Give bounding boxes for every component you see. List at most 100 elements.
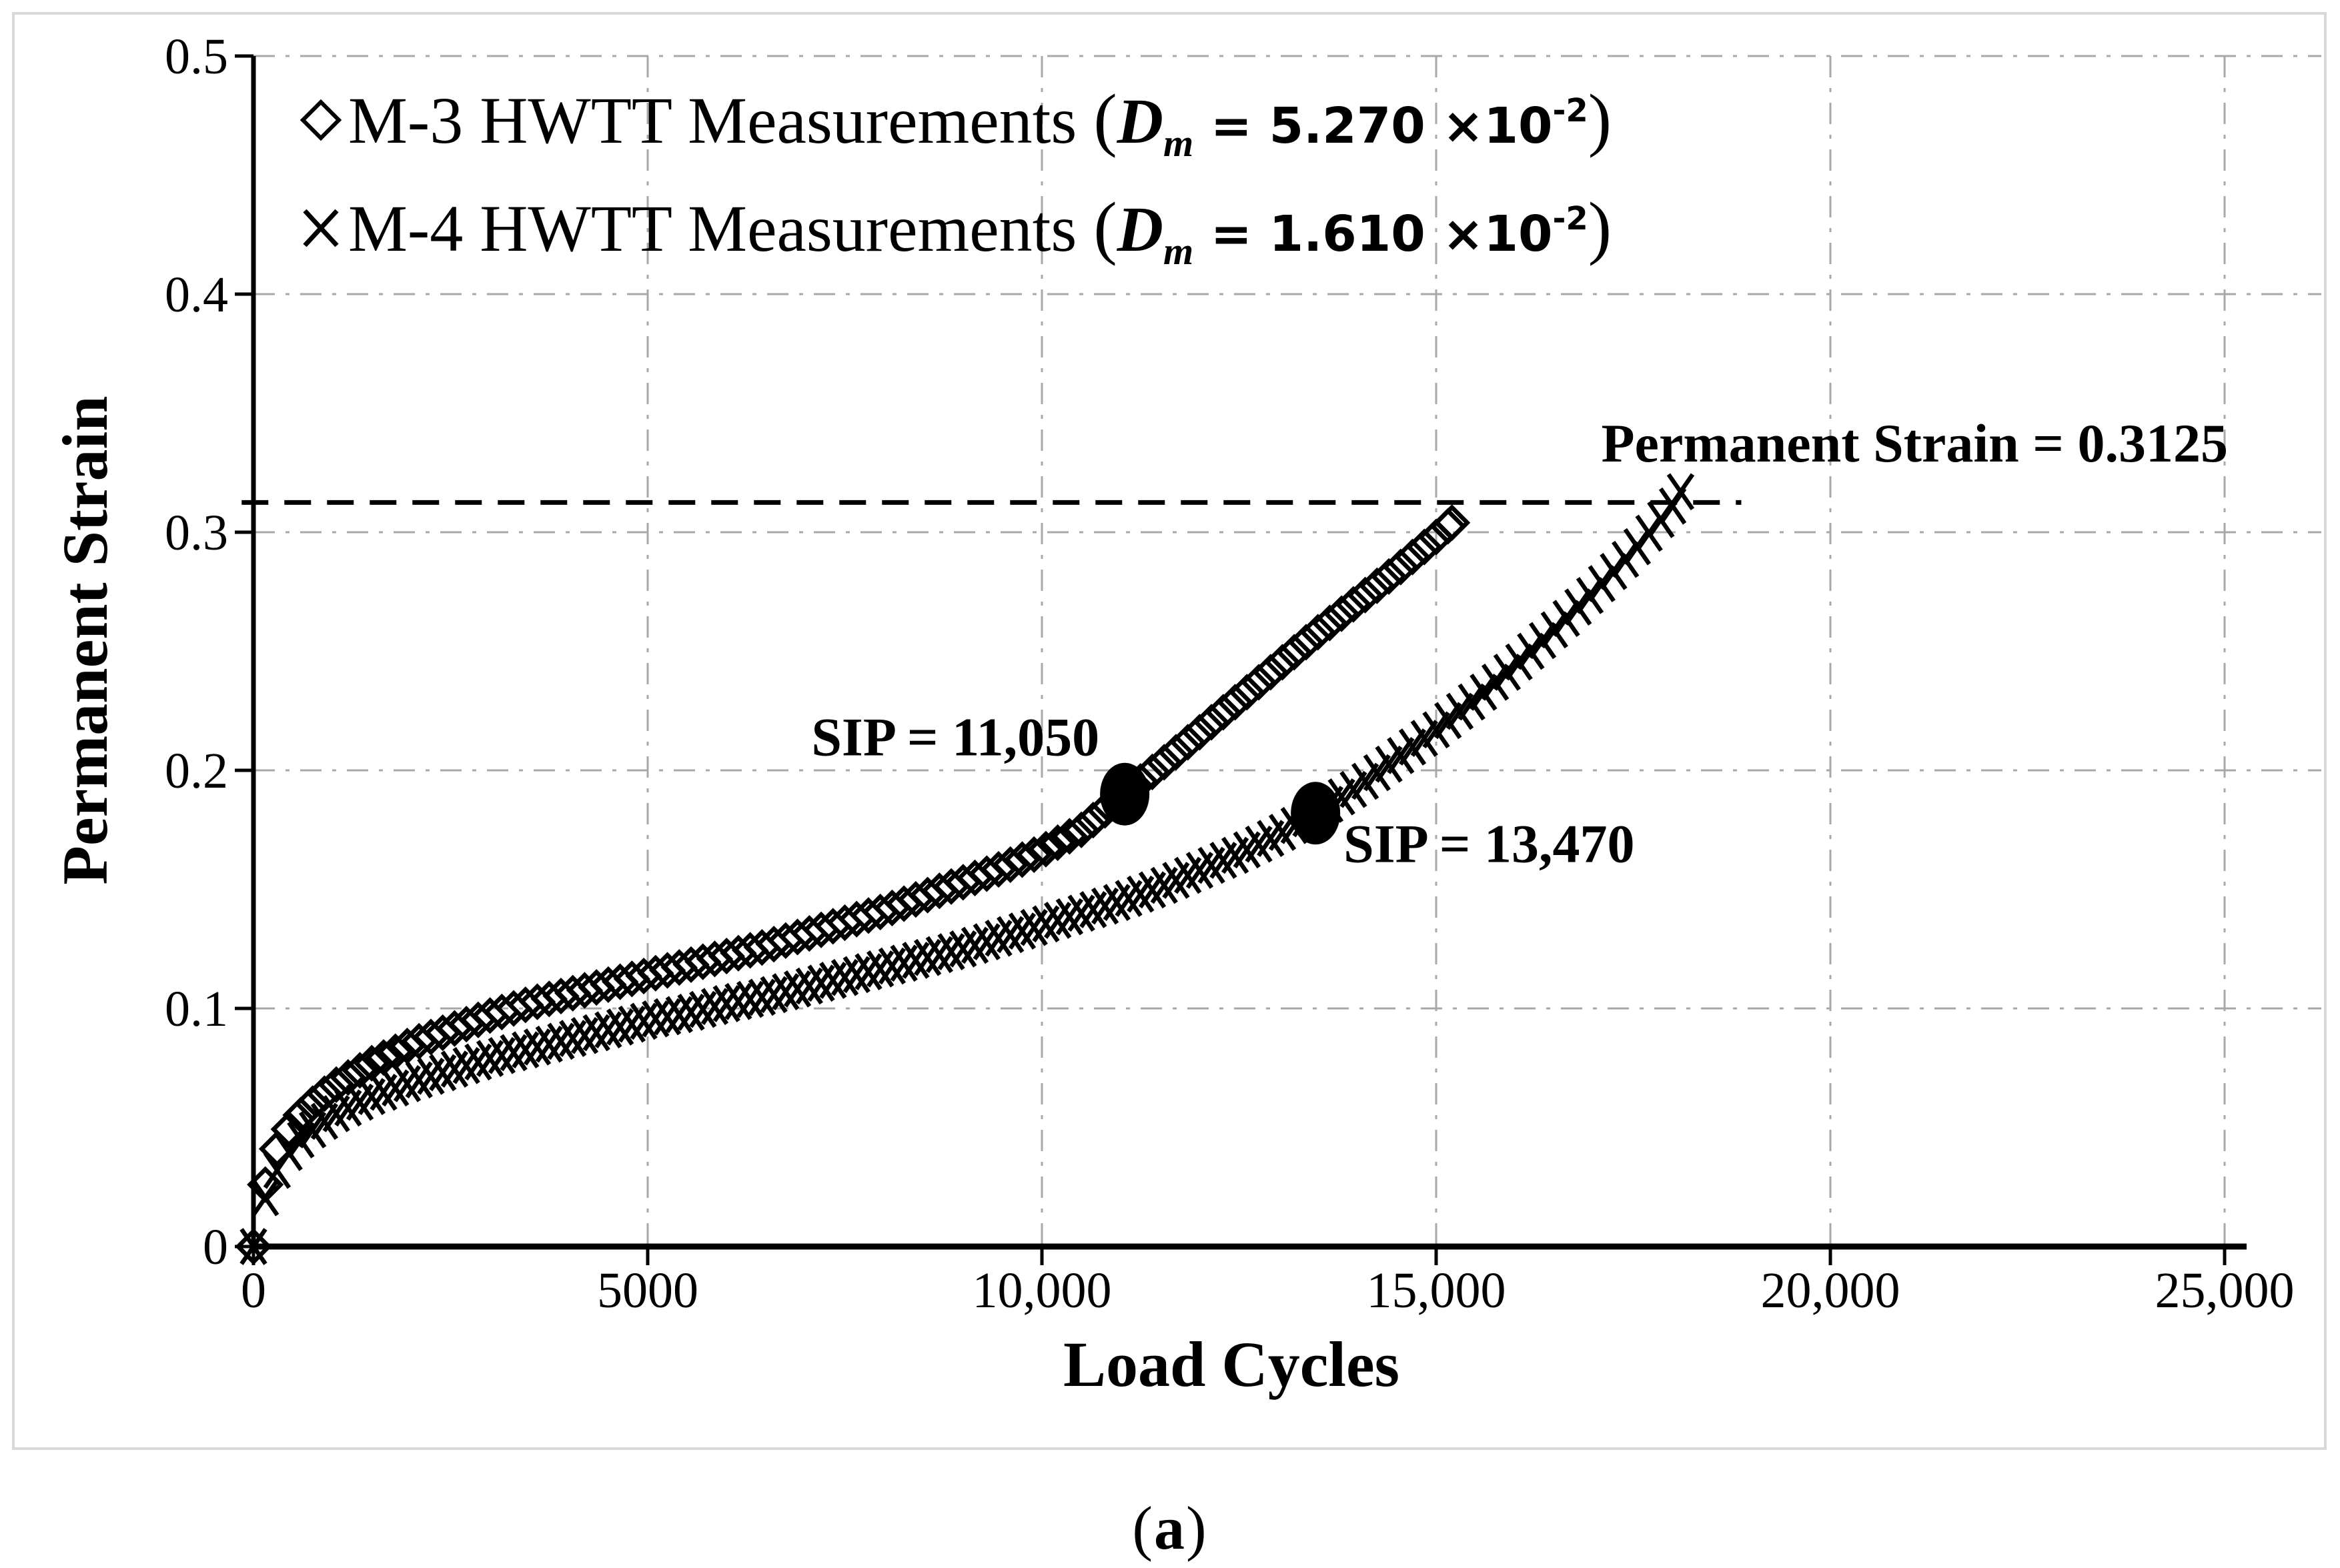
diamond-marker [1133,753,1171,790]
diamond-marker [1347,576,1384,614]
x-marker [1552,600,1580,638]
diamond-marker [1169,724,1207,761]
diamond-marker [1003,841,1041,878]
sip2-dot [1291,782,1341,845]
diamond-marker [1051,818,1088,855]
diamond-marker [1263,644,1301,681]
y-tick-label: 0 [203,1219,228,1275]
x-marker [712,985,740,1022]
x-marker [1540,611,1568,649]
diamond-marker [1193,704,1230,741]
x-tick-label: 25,000 [2155,1263,2295,1319]
x-marker [251,1179,279,1217]
tick-labels: 0 0.1 0.2 0.3 0.4 0.5 0 5000 10,000 15,000 20,000 2… [165,29,2295,1319]
gridlines [253,55,2321,1247]
threshold-label: Permanent Strain = 0.3125 [1601,413,2228,474]
diamond-marker [1181,714,1218,751]
diamond-marker [1311,604,1349,642]
diamond-marker [1216,684,1254,721]
diamond-marker [1323,595,1360,632]
diamond-marker [341,1052,379,1089]
sip2-label: SIP = 13,470 [1343,813,1634,874]
series-m-3 [235,504,1471,1265]
caption-open-paren: ( [1132,1494,1154,1562]
diamond-marker [1145,744,1183,781]
legend-label: M-4 HWTT Measurements (Dm = 1.610 ×10-2) [348,188,1612,273]
figure-border [12,12,2327,1450]
x-axis-title: Load Cycles [1063,1329,1399,1400]
legend-diamond-icon [300,99,342,141]
diamond-marker [282,1096,320,1134]
legend-label: M-3 HWTT Measurements (Dm = 5.270 ×10-2) [348,80,1612,165]
x-marker [724,982,752,1020]
x-marker [642,1000,670,1038]
diamond-marker [1382,548,1419,586]
y-tick-label: 0.4 [165,267,228,323]
diamond-marker [1287,624,1325,661]
y-tick-label: 0.3 [165,505,228,561]
x-tick-label: 15,000 [1367,1263,1506,1319]
x-tick-label: 0 [241,1263,266,1319]
x-marker [239,1228,267,1265]
diamond-marker [306,1075,343,1112]
x-tick-label: 10,000 [973,1263,1112,1319]
diamond-marker [1075,802,1112,839]
diamond-marker [1027,830,1065,868]
sip1-dot [1100,762,1150,826]
x-marker [736,980,764,1018]
x-tick-label: 5000 [597,1263,698,1319]
x-marker [287,1121,315,1158]
diamond-marker [330,1058,367,1096]
diamond-marker [1015,836,1053,873]
legend-row-m-4: M-4 HWTT Measurements (Dm = 1.610 ×10-2) [303,188,1612,273]
diamond-marker [1393,538,1431,576]
x-marker [1517,632,1545,670]
diamond-marker [1063,811,1100,848]
y-tick-label: 0.2 [165,743,228,799]
diamond-marker [1370,558,1407,595]
diamond-marker [1405,528,1443,566]
y-axis-title: Permanent Strain [49,396,121,884]
x-marker [1470,674,1498,711]
x-marker [1600,553,1628,590]
diamond-marker [1228,674,1265,711]
x-marker [275,1134,303,1171]
x-marker [1528,622,1557,660]
x-marker [653,998,682,1036]
diamond-marker [294,1085,332,1122]
figure-caption: (a) [0,1493,2340,1563]
diamond-marker [318,1066,355,1103]
y-tick-label: 0.5 [165,29,228,85]
diamond-marker [270,1110,308,1148]
legend: M-3 HWTT Measurements (Dm = 5.270 ×10-2)… [300,80,1612,273]
sip1-label: SIP = 11,050 [811,707,1099,768]
diamond-marker [1205,694,1242,731]
x-marker [1564,588,1592,626]
caption-close-paren: ) [1186,1494,1208,1562]
x-marker [1612,540,1640,578]
diamond-marker [1039,824,1077,862]
legend-x-icon [303,209,339,247]
diamond-marker [235,1228,272,1265]
x-marker [1576,577,1604,614]
diamond-marker [1358,567,1395,604]
legend-row-m-3: M-3 HWTT Measurements (Dm = 5.270 ×10-2) [300,80,1612,165]
series-m-4 [239,473,1695,1265]
diamond-marker [1240,664,1277,701]
axes [235,54,2247,1265]
diamond-marker [1275,634,1313,671]
diamond-marker [1299,614,1337,651]
diamond-marker [1335,586,1372,623]
x-marker [1481,664,1510,701]
caption-letter: a [1154,1494,1186,1562]
x-marker [1588,565,1616,602]
diamond-marker [1157,734,1195,771]
x-marker [1493,654,1522,691]
x-tick-label: 20,000 [1761,1263,1900,1319]
diamond-marker [1433,504,1471,542]
y-tick-label: 0.1 [165,981,228,1037]
x-marker [1505,643,1533,681]
